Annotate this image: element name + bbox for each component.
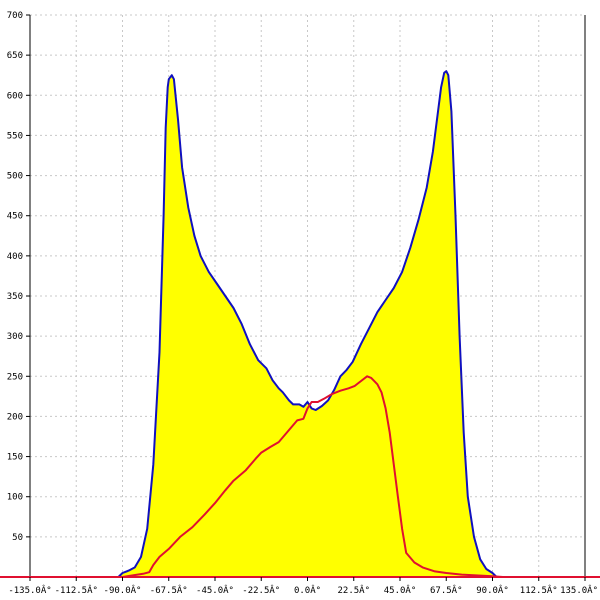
- tick-labels: 50 100 150 200 250 300 350 400 450 500 550 600 650 70…: [7, 11, 598, 596]
- y-tick-label-0: 50: [12, 533, 23, 543]
- x-tick-label-2: -90.0Â°: [104, 584, 142, 596]
- series-1-line: [122, 375, 503, 578]
- series-0-area: [118, 71, 497, 577]
- y-tick-label-7: 400: [7, 252, 23, 262]
- y-tick-label-12: 650: [7, 51, 23, 61]
- x-tick-label-9: 67.5Â°: [430, 584, 463, 596]
- y-tick-label-5: 300: [7, 332, 23, 342]
- x-tick-label-0: -135.0Â°: [8, 584, 51, 596]
- x-tick-label-11: 112.5Â°: [520, 584, 558, 596]
- y-tick-label-11: 600: [7, 91, 23, 101]
- series-0-line: [117, 70, 498, 578]
- x-tick-label-10: 90.0Â°: [476, 584, 509, 596]
- y-tick-label-4: 250: [7, 372, 23, 382]
- y-tick-label-2: 150: [7, 453, 23, 463]
- y-tick-label-6: 350: [7, 292, 23, 302]
- x-tick-label-3: -67.5Â°: [150, 584, 188, 596]
- series-layer: [117, 70, 503, 578]
- y-tick-label-1: 100: [7, 493, 23, 503]
- x-tick-label-7: 22.5Â°: [337, 584, 370, 596]
- x-tick-label-4: -45.0Â°: [196, 584, 234, 596]
- y-tick-label-13: 700: [7, 11, 23, 21]
- y-tick-label-8: 450: [7, 212, 23, 222]
- x-tick-label-1: -112.5Â°: [55, 584, 98, 596]
- axes: [0, 14, 600, 581]
- x-tick-label-8: 45.0Â°: [384, 584, 417, 596]
- y-tick-label-3: 200: [7, 412, 23, 422]
- x-tick-label-6: 0.0Â°: [294, 584, 321, 596]
- x-tick-label-5: -22.5Â°: [242, 584, 280, 596]
- y-tick-label-9: 500: [7, 172, 23, 182]
- x-tick-label-12: 135.0Â°: [560, 584, 598, 596]
- y-tick-label-10: 550: [7, 131, 23, 141]
